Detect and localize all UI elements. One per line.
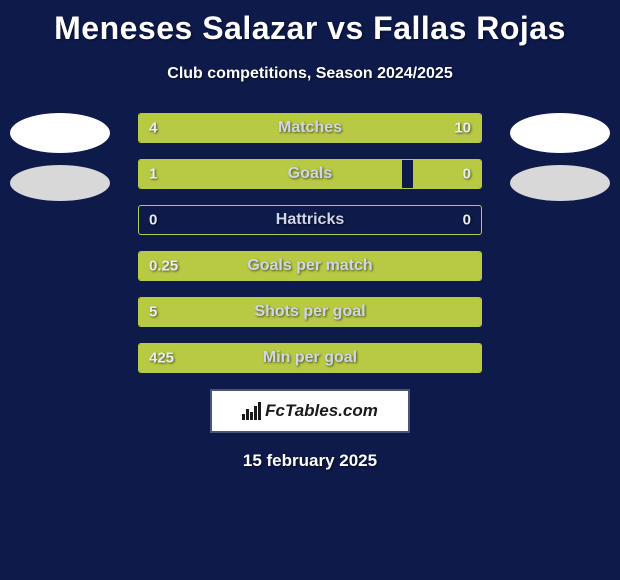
stat-value-left: 0 [149, 212, 157, 229]
logo-text: FcTables.com [265, 401, 378, 421]
stat-label: Shots per goal [254, 303, 365, 321]
subtitle: Club competitions, Season 2024/2025 [0, 65, 620, 83]
player2-avatar-placeholder-2 [510, 165, 610, 201]
comparison-title: Meneses Salazar vs Fallas Rojas [0, 0, 620, 47]
stat-value-left: 0.25 [149, 258, 178, 275]
stat-value-left: 1 [149, 166, 157, 183]
stat-row: Shots per goal 5 [138, 297, 482, 327]
bar-chart-icon [242, 402, 261, 420]
stat-row: Goals 1 0 [138, 159, 482, 189]
stat-label: Min per goal [263, 349, 357, 367]
stat-label: Matches [278, 119, 342, 137]
stat-fill-left [139, 160, 402, 188]
comparison-content: Matches410Goals10Hattricks00Goals per ma… [0, 113, 620, 373]
player1-name: Meneses Salazar [54, 10, 318, 46]
stat-label: Goals [288, 165, 332, 183]
stat-row: Matches 4 10 [138, 113, 482, 143]
stat-value-left: 5 [149, 304, 157, 321]
stat-row: Hattricks 0 0 [138, 205, 482, 235]
stat-label: Goals per match [247, 257, 372, 275]
player1-avatar-placeholder-2 [10, 165, 110, 201]
stat-value-right: 10 [454, 120, 471, 137]
stat-row: Min per goal 425 [138, 343, 482, 373]
vs-separator: vs [327, 10, 364, 46]
stat-fill-right [235, 114, 481, 142]
date-text: 15 february 2025 [0, 451, 620, 471]
stat-bars-container: Matches410Goals10Hattricks00Goals per ma… [138, 113, 482, 373]
stat-label: Hattricks [276, 211, 344, 229]
player2-avatar-placeholder [510, 113, 610, 153]
stat-value-left: 425 [149, 350, 174, 367]
stat-value-right: 0 [463, 166, 471, 183]
player1-avatar-placeholder [10, 113, 110, 153]
stat-row: Goals per match 0.25 [138, 251, 482, 281]
logo-box: FcTables.com [210, 389, 410, 433]
stat-value-left: 4 [149, 120, 157, 137]
stat-value-right: 0 [463, 212, 471, 229]
player2-name: Fallas Rojas [373, 10, 566, 46]
